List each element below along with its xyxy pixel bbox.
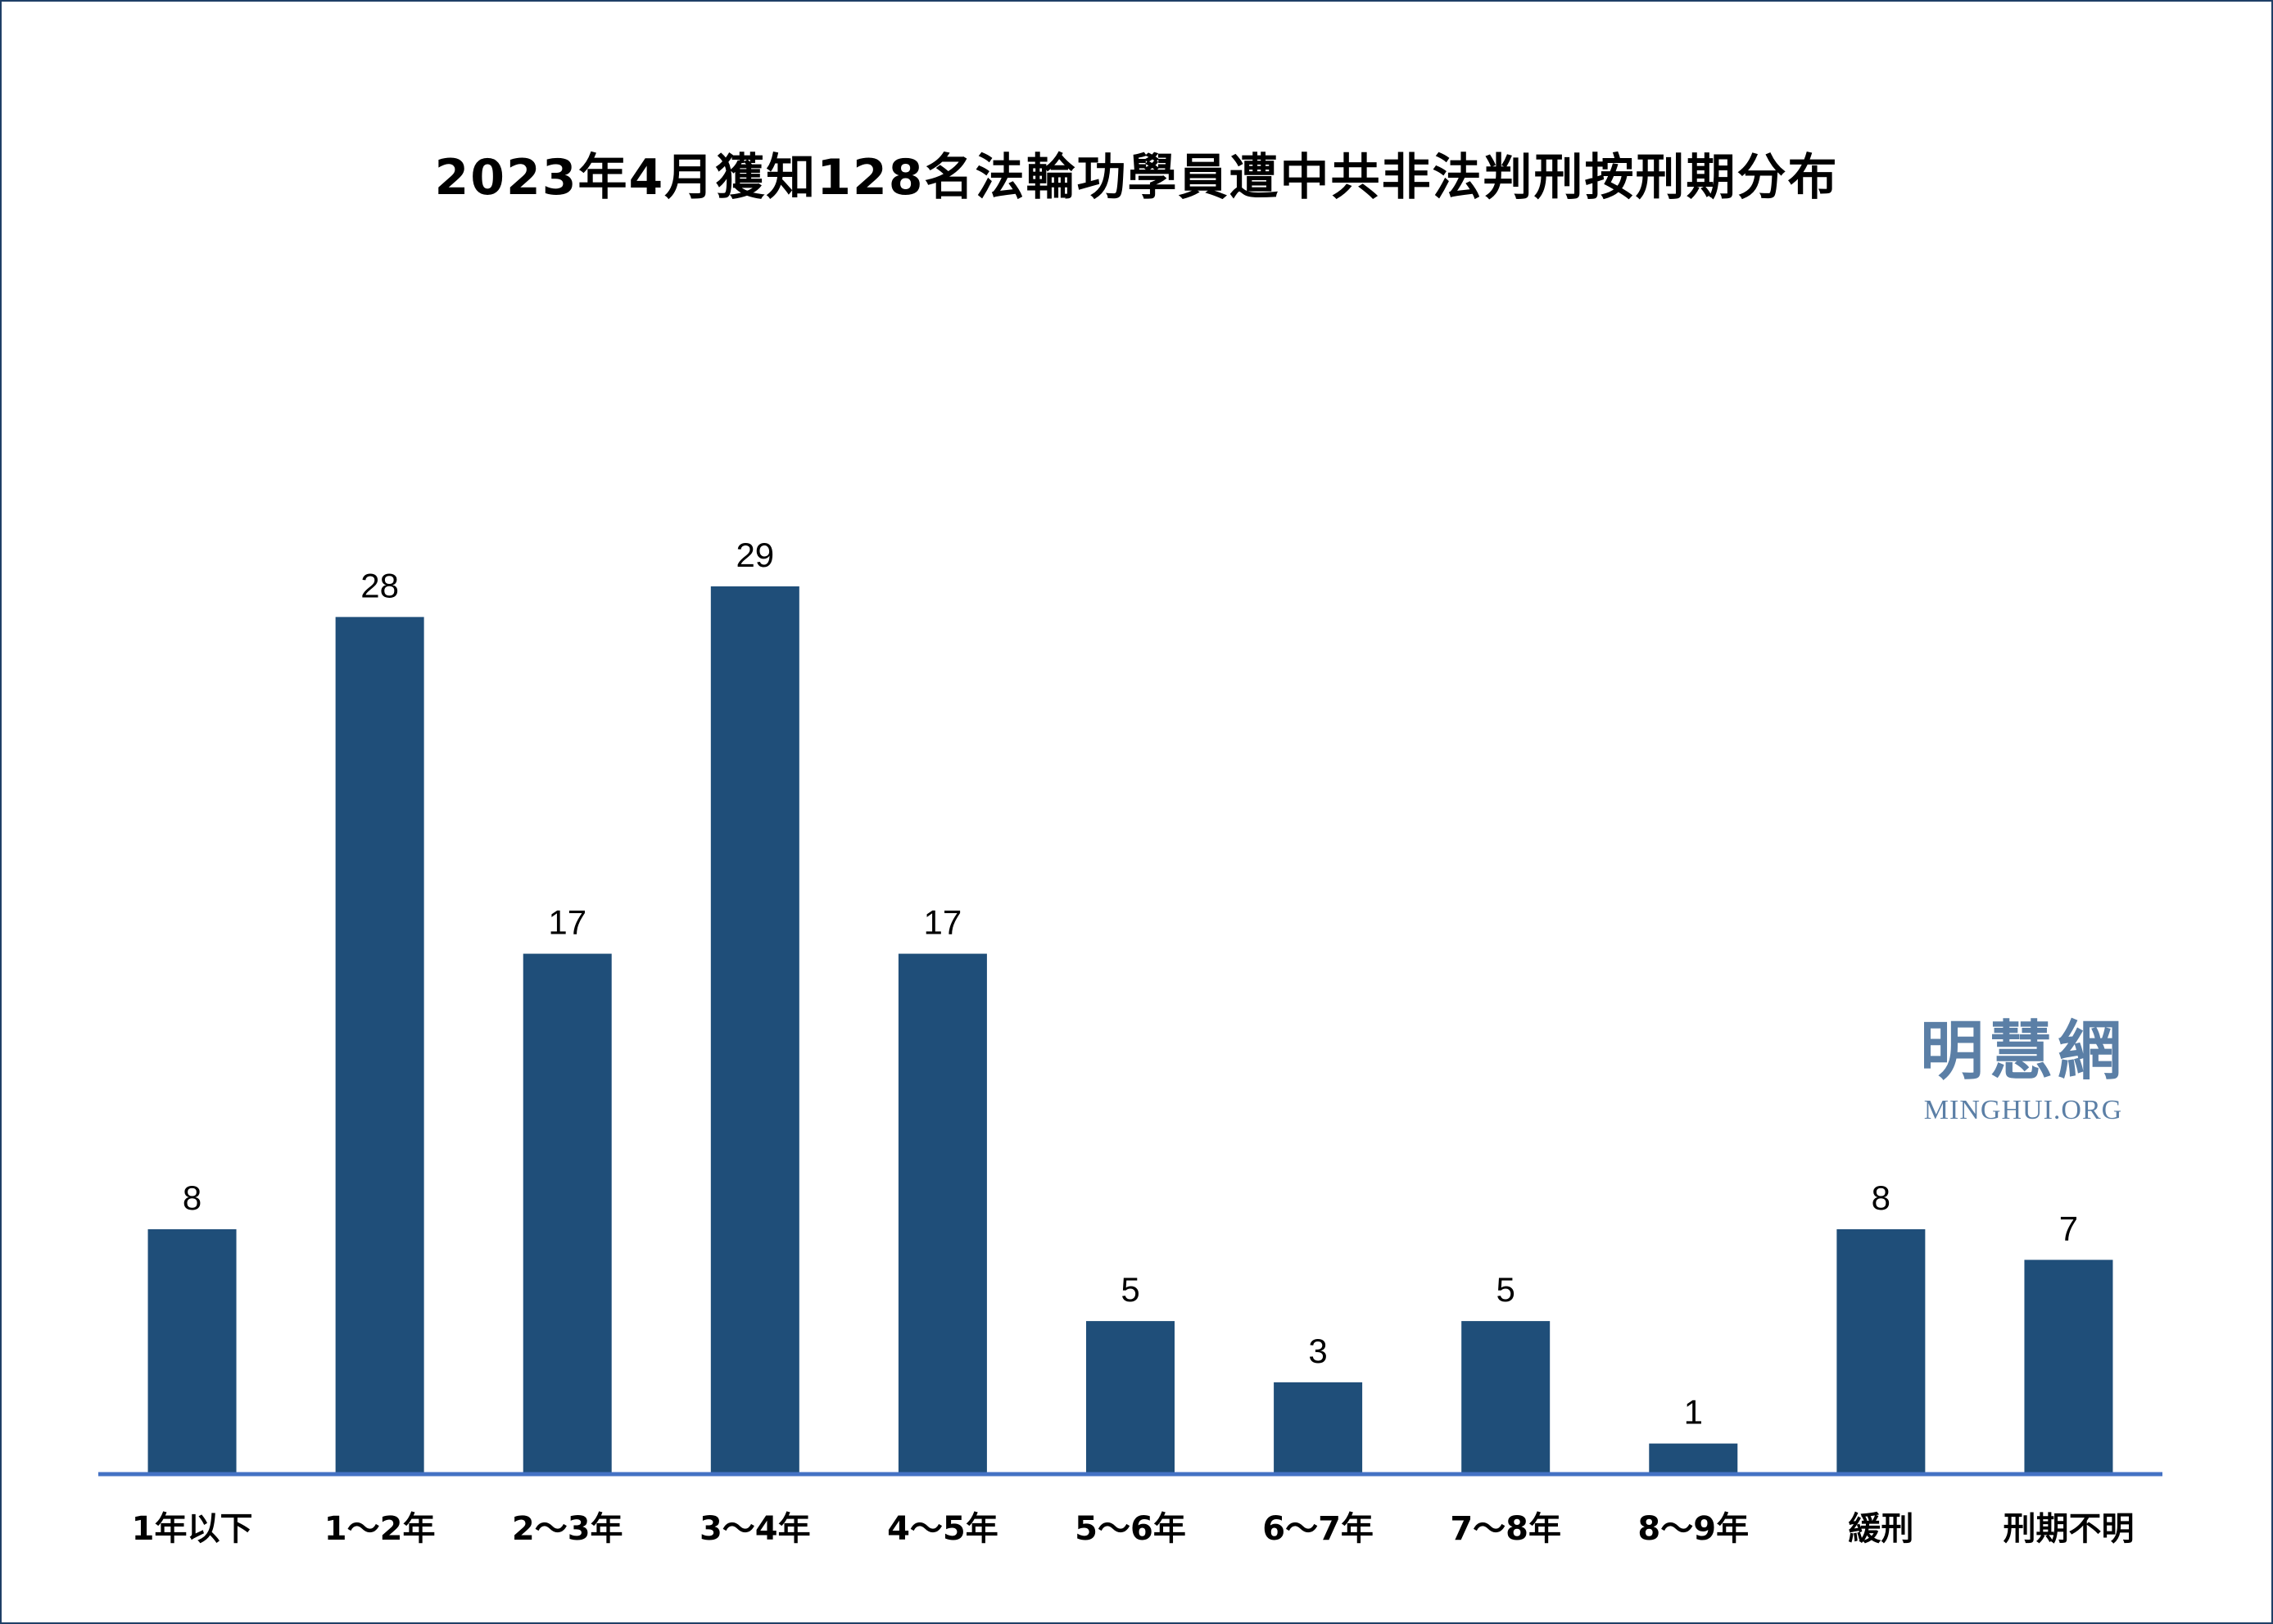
bars-group	[147, 586, 2113, 1474]
data-label-1: 8	[183, 1178, 201, 1217]
category-label-7: 6～7年	[1262, 1510, 1374, 1548]
data-label-2: 28	[360, 566, 399, 604]
value-labels-group: 8 28 17 29 17 5 3 5 1 8 7	[183, 536, 2078, 1432]
category-label-5: 4～5年	[887, 1510, 998, 1548]
bar-8	[1461, 1321, 1551, 1474]
category-label-1: 1年以下	[132, 1510, 253, 1548]
logo-english-text: MINGHUI.ORG	[1923, 1095, 2123, 1125]
bar-11	[2024, 1260, 2113, 1474]
category-label-9: 8～9年	[1637, 1510, 1749, 1548]
bar-4	[710, 586, 799, 1474]
category-label-8: 7～8年	[1450, 1510, 1561, 1548]
data-label-3: 17	[548, 903, 586, 942]
minghui-logo: 明慧網 MINGHUI.ORG	[1884, 1020, 2162, 1126]
data-label-5: 17	[924, 903, 962, 942]
category-label-10: 緩刑	[1848, 1510, 1913, 1548]
data-label-8: 5	[1496, 1270, 1515, 1309]
bar-7	[1274, 1382, 1363, 1474]
chart-title: 2023年4月獲知128名法輪功學員遭中共非法判刑按刑期分布	[434, 149, 1839, 206]
bar-5	[898, 953, 987, 1474]
category-label-6: 5～6年	[1075, 1510, 1186, 1548]
category-label-2: 1～2年	[324, 1510, 436, 1548]
data-label-9: 1	[1684, 1393, 1703, 1432]
category-label-11: 刑期不明	[2003, 1510, 2134, 1548]
data-label-4: 29	[736, 536, 774, 574]
category-label-3: 2～3年	[512, 1510, 623, 1548]
data-label-10: 8	[1872, 1178, 1890, 1217]
logo-chinese-text: 明慧網	[1919, 1014, 2126, 1088]
bar-1	[147, 1228, 237, 1474]
bar-2	[335, 617, 424, 1474]
bar-10	[1836, 1228, 1926, 1474]
bar-6	[1086, 1321, 1175, 1474]
category-labels-group: 1年以下 1～2年 2～3年 3～4年 4～5年 5～6年 6～7年 7～8年 8～9年 緩刑 刑期…	[132, 1510, 2135, 1548]
bar-3	[523, 953, 612, 1474]
data-label-6: 5	[1121, 1270, 1139, 1309]
data-label-7: 3	[1308, 1332, 1327, 1370]
data-label-11: 7	[2059, 1209, 2078, 1247]
bar-9	[1649, 1443, 1738, 1474]
category-label-4: 3～4年	[700, 1510, 811, 1548]
